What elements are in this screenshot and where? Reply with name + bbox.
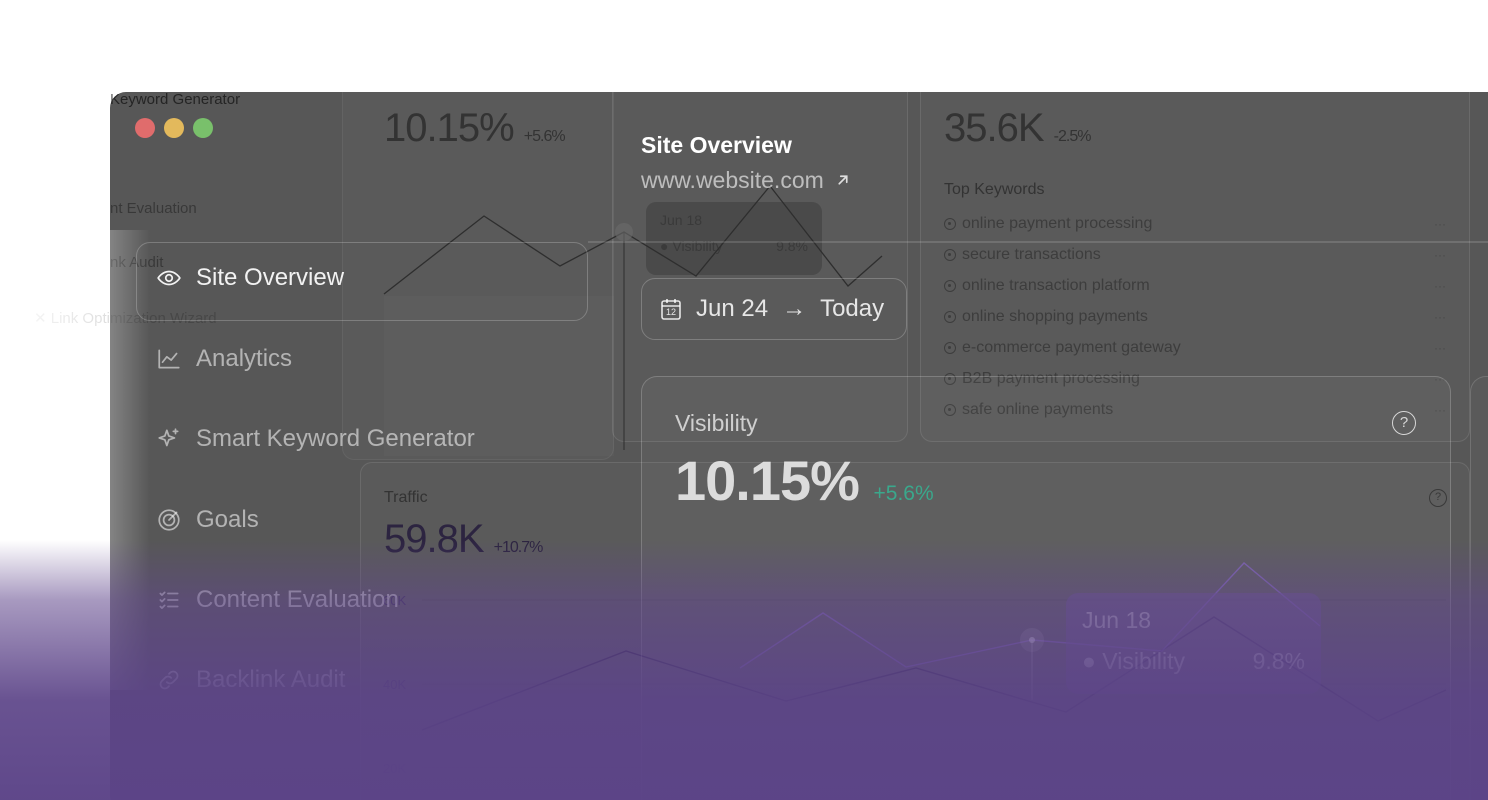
tooltip-value: 9.8% (1252, 648, 1305, 674)
top-whitespace (0, 0, 1488, 92)
visibility-card-tooltip: Jun 18 ● Visibility 9.8% (1066, 593, 1321, 694)
tooltip-date: Jun 18 (1082, 607, 1152, 633)
ghost-sidebar-top-item-overlay: Keyword Generator (110, 91, 241, 108)
tooltip-label: ● Visibility (1082, 648, 1185, 674)
